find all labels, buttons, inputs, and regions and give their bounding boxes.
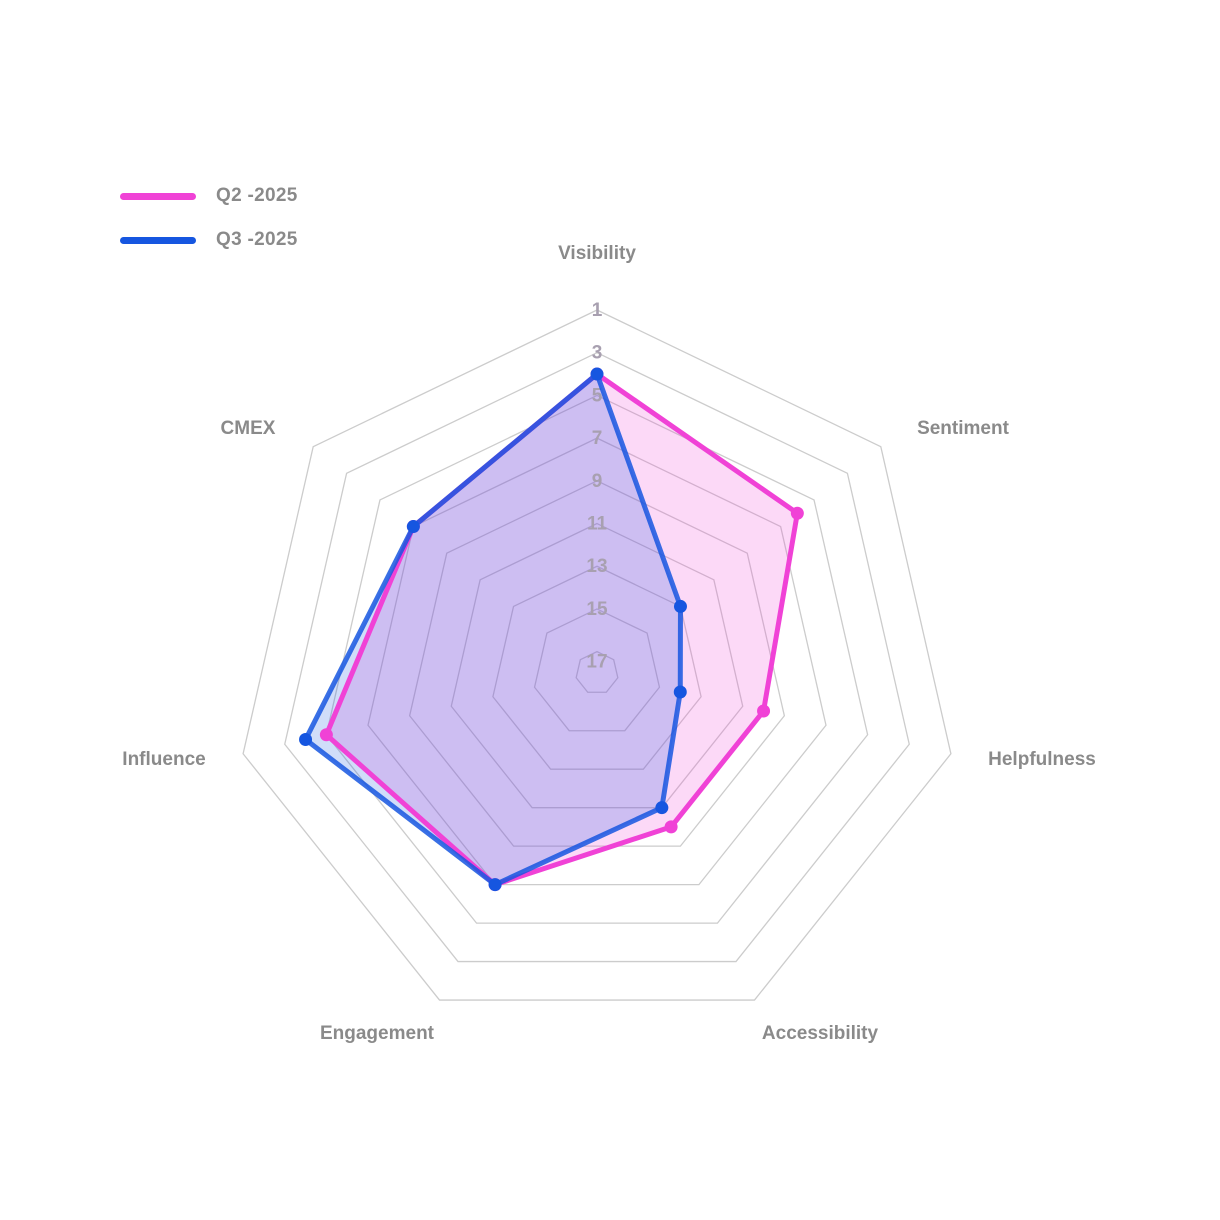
tick-label: 9 <box>592 471 603 492</box>
axis-label-cmex: CMEX <box>221 418 276 439</box>
grid-ring <box>325 394 869 924</box>
tick-label: 15 <box>586 599 608 620</box>
data-point-1-accessibility <box>655 801 669 815</box>
data-point-1-engagement <box>488 878 502 892</box>
legend-item-q2[interactable]: Q2 -2025 <box>120 174 298 218</box>
axis-label-visibility: Visibility <box>558 243 636 264</box>
tick-label: 3 <box>592 343 603 364</box>
legend-label-q3: Q3 -2025 <box>216 229 298 250</box>
grid-ring <box>408 480 786 847</box>
data-point-1-helpfulness <box>673 685 687 699</box>
tick-label: 1 <box>592 300 603 321</box>
data-point-0-influence <box>319 728 333 742</box>
legend: Q2 -2025 Q3 -2025 <box>120 174 298 262</box>
data-point-1-sentiment <box>673 599 687 613</box>
grid-ring <box>450 522 744 809</box>
axis-label-engagement: Engagement <box>320 1023 435 1044</box>
series-line-1 <box>303 371 683 888</box>
axis-label-accessibility: Accessibility <box>762 1023 879 1044</box>
legend-item-q3[interactable]: Q3 -2025 <box>120 218 298 262</box>
axis-label-helpfulness: Helpfulness <box>988 749 1096 770</box>
data-point-1-cmex <box>406 520 420 534</box>
data-point-0-accessibility <box>664 820 678 834</box>
tick-label: 5 <box>592 385 603 406</box>
tick-label: 13 <box>586 556 607 577</box>
grid-ring <box>492 565 702 770</box>
grid-ring <box>533 608 661 732</box>
axis-label-influence: Influence <box>122 749 205 770</box>
tick-label: 11 <box>587 514 608 535</box>
legend-swatch-q3 <box>120 236 196 244</box>
tick-label: 17 <box>586 652 607 673</box>
axis-label-sentiment: Sentiment <box>917 418 1010 439</box>
data-point-1-influence <box>299 733 313 747</box>
data-point-1-visibility <box>590 367 604 381</box>
tick-label: 7 <box>592 428 603 449</box>
data-point-0-helpfulness <box>757 704 771 718</box>
grid-ring <box>242 309 952 1001</box>
legend-swatch-q2 <box>120 192 196 200</box>
data-point-0-sentiment <box>790 506 804 520</box>
legend-label-q2: Q2 -2025 <box>216 185 298 206</box>
series-line-0 <box>323 371 800 888</box>
grid-ring <box>284 351 910 963</box>
series-area-1 <box>305 374 681 885</box>
grid-ring <box>575 650 619 693</box>
